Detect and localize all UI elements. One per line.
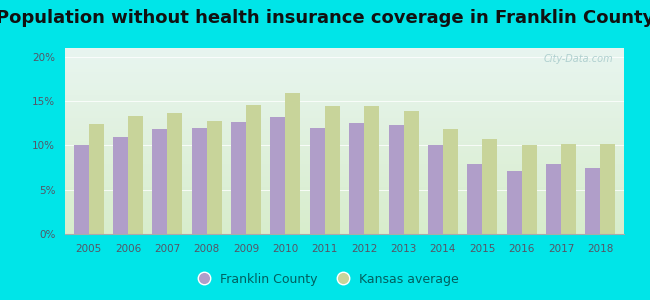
Legend: Franklin County, Kansas average: Franklin County, Kansas average	[187, 268, 463, 291]
Bar	[73, 146, 88, 234]
Bar	[310, 128, 325, 234]
Bar	[467, 164, 482, 234]
Bar	[482, 139, 497, 234]
Bar	[546, 164, 561, 234]
Bar	[246, 105, 261, 234]
Bar	[192, 128, 207, 234]
Bar	[507, 171, 522, 234]
Bar	[113, 136, 128, 234]
Bar	[389, 125, 404, 234]
Bar	[443, 129, 458, 234]
Bar	[522, 146, 537, 234]
Bar	[231, 122, 246, 234]
Bar	[349, 123, 364, 234]
Bar	[152, 130, 167, 234]
Bar	[285, 93, 300, 234]
Bar	[88, 124, 103, 234]
Bar	[428, 146, 443, 234]
Bar	[207, 121, 222, 234]
Bar	[167, 113, 182, 234]
Bar	[364, 106, 379, 234]
Bar	[561, 144, 576, 234]
Text: Population without health insurance coverage in Franklin County: Population without health insurance cove…	[0, 9, 650, 27]
Text: City-Data.com: City-Data.com	[543, 54, 613, 64]
Bar	[404, 111, 419, 234]
Bar	[128, 116, 143, 234]
Bar	[601, 144, 616, 234]
Bar	[586, 169, 601, 234]
Bar	[270, 117, 285, 234]
Bar	[325, 106, 340, 234]
